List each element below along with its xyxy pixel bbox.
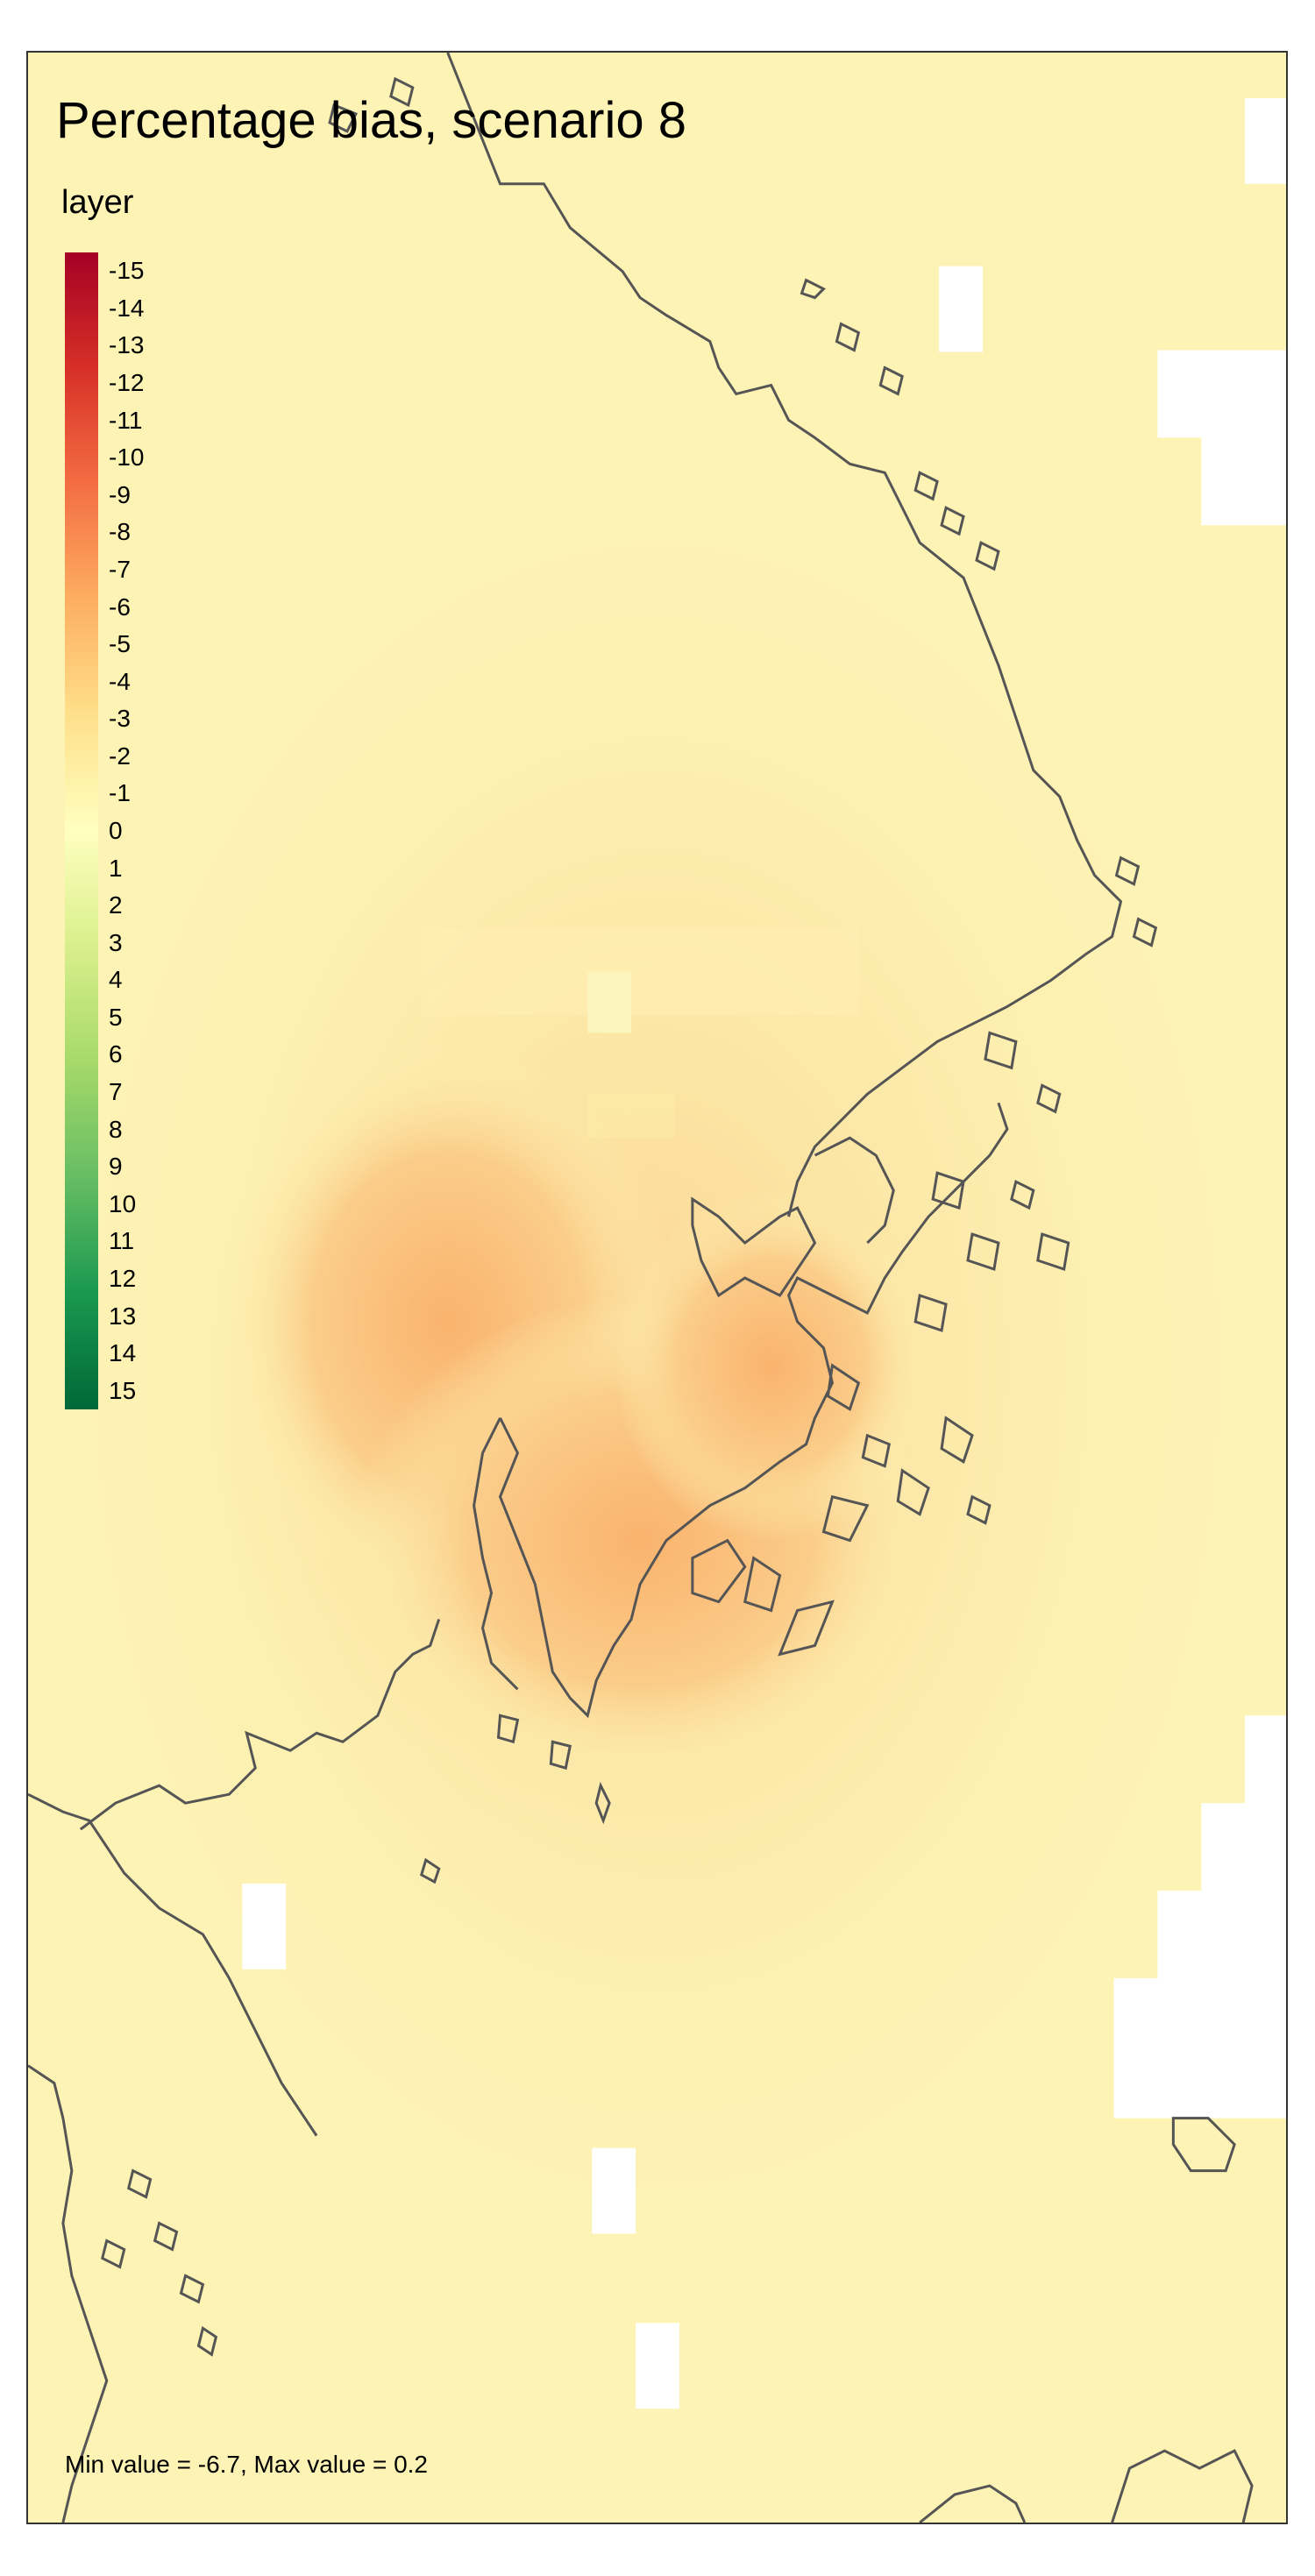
island [984, 1031, 1018, 1070]
legend-label: -6 [109, 593, 131, 621]
island [196, 2325, 218, 2357]
legend-label: 13 [109, 1302, 137, 1330]
map-panel: Percentage bias, scenario 8 layer -15 -14… [26, 51, 1288, 2524]
legend-label: -15 [109, 257, 145, 285]
bias-zone-core-east [614, 1190, 929, 1541]
map-title: Percentage bias, scenario 8 [56, 92, 686, 149]
island [743, 1556, 782, 1613]
island [328, 103, 359, 133]
legend-label: -14 [109, 294, 145, 322]
legend-label: 6 [109, 1040, 123, 1068]
legend-label: -10 [109, 444, 145, 472]
island [419, 1857, 441, 1884]
island [126, 2168, 153, 2199]
legend-label: -12 [109, 369, 145, 397]
legend-label: 2 [109, 891, 123, 919]
island [940, 1416, 974, 1464]
island [1036, 1083, 1062, 1114]
island [101, 2239, 126, 2269]
legend-color-bar [65, 252, 98, 1409]
legend-label: 1 [109, 854, 123, 882]
bias-raster [28, 53, 1286, 2523]
pale-cell [587, 971, 632, 1033]
no-data-cell [1157, 1891, 1286, 1978]
no-data-cell [1201, 437, 1286, 526]
no-data-cell [592, 2147, 636, 2234]
island [861, 1433, 891, 1468]
legend-label: -11 [109, 406, 143, 434]
island [878, 365, 904, 396]
island [1010, 1179, 1035, 1210]
island [931, 1171, 965, 1210]
island [179, 2274, 205, 2304]
island [389, 76, 415, 108]
coastline-inlet-east [814, 1136, 895, 1245]
legend-label: -8 [109, 518, 131, 546]
island [821, 1494, 870, 1543]
island [966, 1232, 1000, 1272]
island [691, 1538, 747, 1604]
island [975, 541, 1000, 571]
island [153, 2221, 179, 2252]
no-data-cell [242, 1884, 287, 1969]
legend-label: -7 [109, 555, 131, 583]
island [940, 506, 965, 536]
legend-label: -2 [109, 742, 131, 770]
no-data-cell [1245, 97, 1286, 184]
coastline-south-east [1111, 2449, 1254, 2523]
island [549, 1740, 572, 1771]
legend-label: 11 [109, 1227, 135, 1255]
no-data-cell [636, 2323, 679, 2409]
legend-label: 4 [109, 966, 123, 994]
coastline-inlet-lake [691, 1196, 817, 1298]
legend-label: -5 [109, 630, 131, 658]
island [896, 1468, 930, 1516]
legend-label: -1 [109, 779, 131, 807]
legend-labels: -15 -14 -13 -12 -11 -10 -9 -8 -7 -6 -5 -4 -3 -2 -1 0 1 2 3… [109, 252, 196, 1409]
legend-label: 15 [109, 1376, 137, 1404]
legend-title: layer [61, 184, 134, 221]
no-data-cell [1113, 1977, 1286, 2118]
coastline-inlet-west [473, 1417, 519, 1691]
island [800, 278, 826, 300]
coastline-sweden-north [28, 1792, 318, 2137]
legend-label: -9 [109, 480, 131, 508]
coastline-finland [446, 53, 1123, 1217]
legend-label: 8 [109, 1115, 123, 1143]
legend-label: 10 [109, 1189, 137, 1217]
island [594, 1781, 611, 1825]
legend-label: 7 [109, 1078, 123, 1106]
island [1171, 2117, 1236, 2173]
legend-label: -13 [109, 331, 145, 359]
legend-label: 14 [109, 1339, 137, 1367]
coastline-sweden-coast [79, 1618, 441, 1831]
island [966, 1494, 992, 1525]
island [1114, 855, 1141, 886]
legend-label: -3 [109, 705, 131, 733]
island [835, 322, 861, 352]
island [1132, 917, 1158, 947]
coastline-south-west [28, 2064, 109, 2523]
island [913, 1294, 948, 1332]
legend-label: 5 [109, 1003, 123, 1031]
legend-label: 9 [109, 1153, 123, 1181]
island [778, 1600, 835, 1657]
pale-cell [421, 927, 859, 1016]
island [913, 471, 939, 501]
legend-label: 12 [109, 1264, 137, 1292]
coastline-south-mid [919, 2484, 1027, 2523]
coastline-overlay [28, 53, 1254, 2523]
legend-label: 3 [109, 928, 123, 956]
legend-label: -4 [109, 667, 131, 695]
min-max-value-text: Min value = -6.7, Max value = 0.2 [65, 2451, 428, 2478]
no-data-cell [1157, 350, 1286, 438]
island [826, 1363, 861, 1412]
pale-cell [587, 1094, 675, 1139]
island [496, 1714, 520, 1744]
coastline-bay [498, 1102, 1009, 1719]
legend-label: 0 [109, 817, 123, 844]
no-data-cell [939, 266, 983, 352]
island [1036, 1232, 1070, 1272]
